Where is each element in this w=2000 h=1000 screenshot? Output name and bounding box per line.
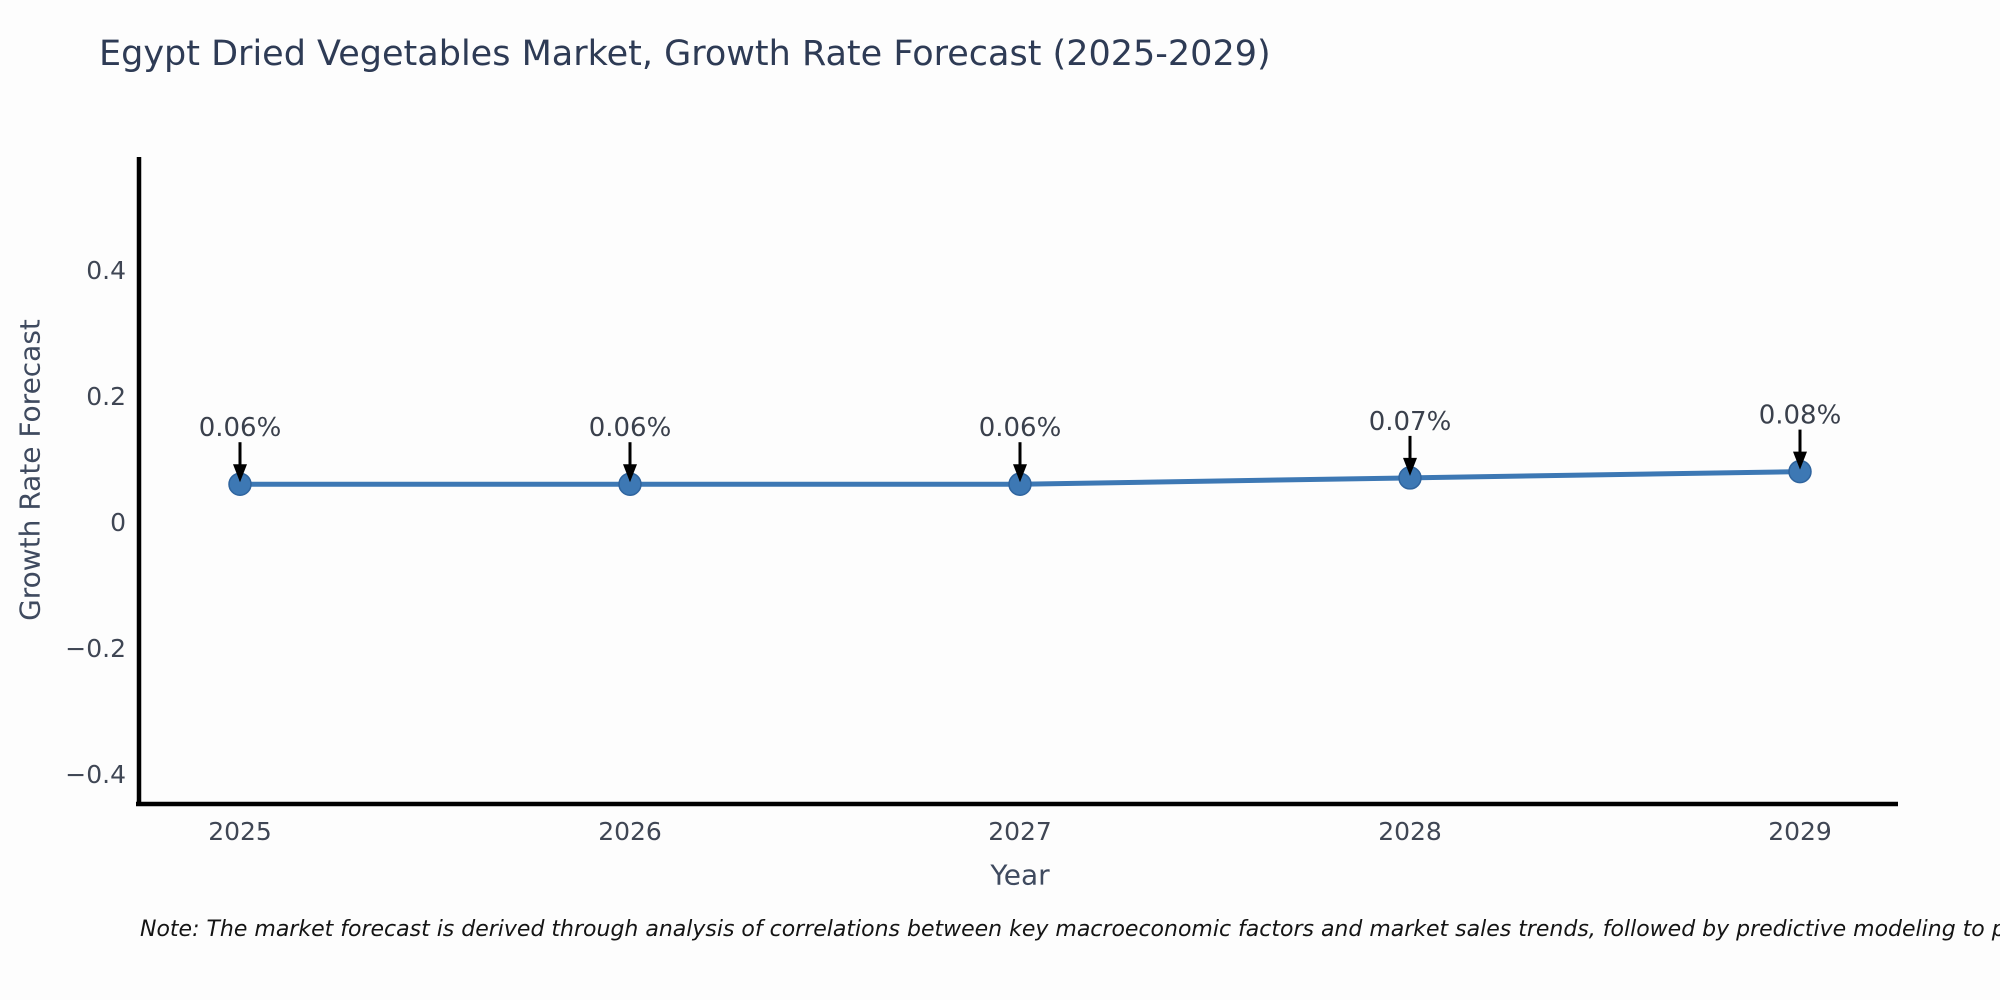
- point-value-label: 0.06%: [979, 413, 1062, 443]
- annotation-arrowhead-icon: [1403, 457, 1417, 476]
- y-tick-label: 0.4: [86, 256, 126, 285]
- annotation-arrowhead-icon: [233, 464, 247, 483]
- x-tick-label: 2028: [1378, 817, 1442, 846]
- y-tick-label: 0: [110, 508, 126, 537]
- point-value-label: 0.07%: [1369, 407, 1452, 437]
- point-value-label: 0.08%: [1759, 401, 1842, 431]
- annotation-arrowhead-icon: [1793, 451, 1807, 470]
- point-value-label: 0.06%: [199, 413, 282, 443]
- y-tick-label: −0.4: [65, 760, 126, 789]
- x-tick-label: 2027: [988, 817, 1052, 846]
- annotation-arrowhead-icon: [1013, 464, 1027, 483]
- y-tick-label: −0.2: [65, 634, 126, 663]
- x-axis-title: Year: [990, 858, 1050, 892]
- chart-title: Egypt Dried Vegetables Market, Growth Ra…: [99, 34, 1271, 74]
- y-tick-label: 0.2: [86, 382, 126, 411]
- x-tick-label: 2025: [208, 817, 272, 846]
- x-tick-label: 2029: [1768, 817, 1832, 846]
- x-tick-label: 2026: [598, 817, 662, 846]
- annotation-arrowhead-icon: [623, 464, 637, 483]
- point-value-label: 0.06%: [589, 413, 672, 443]
- footnote: Note: The market forecast is derived thr…: [140, 917, 2000, 942]
